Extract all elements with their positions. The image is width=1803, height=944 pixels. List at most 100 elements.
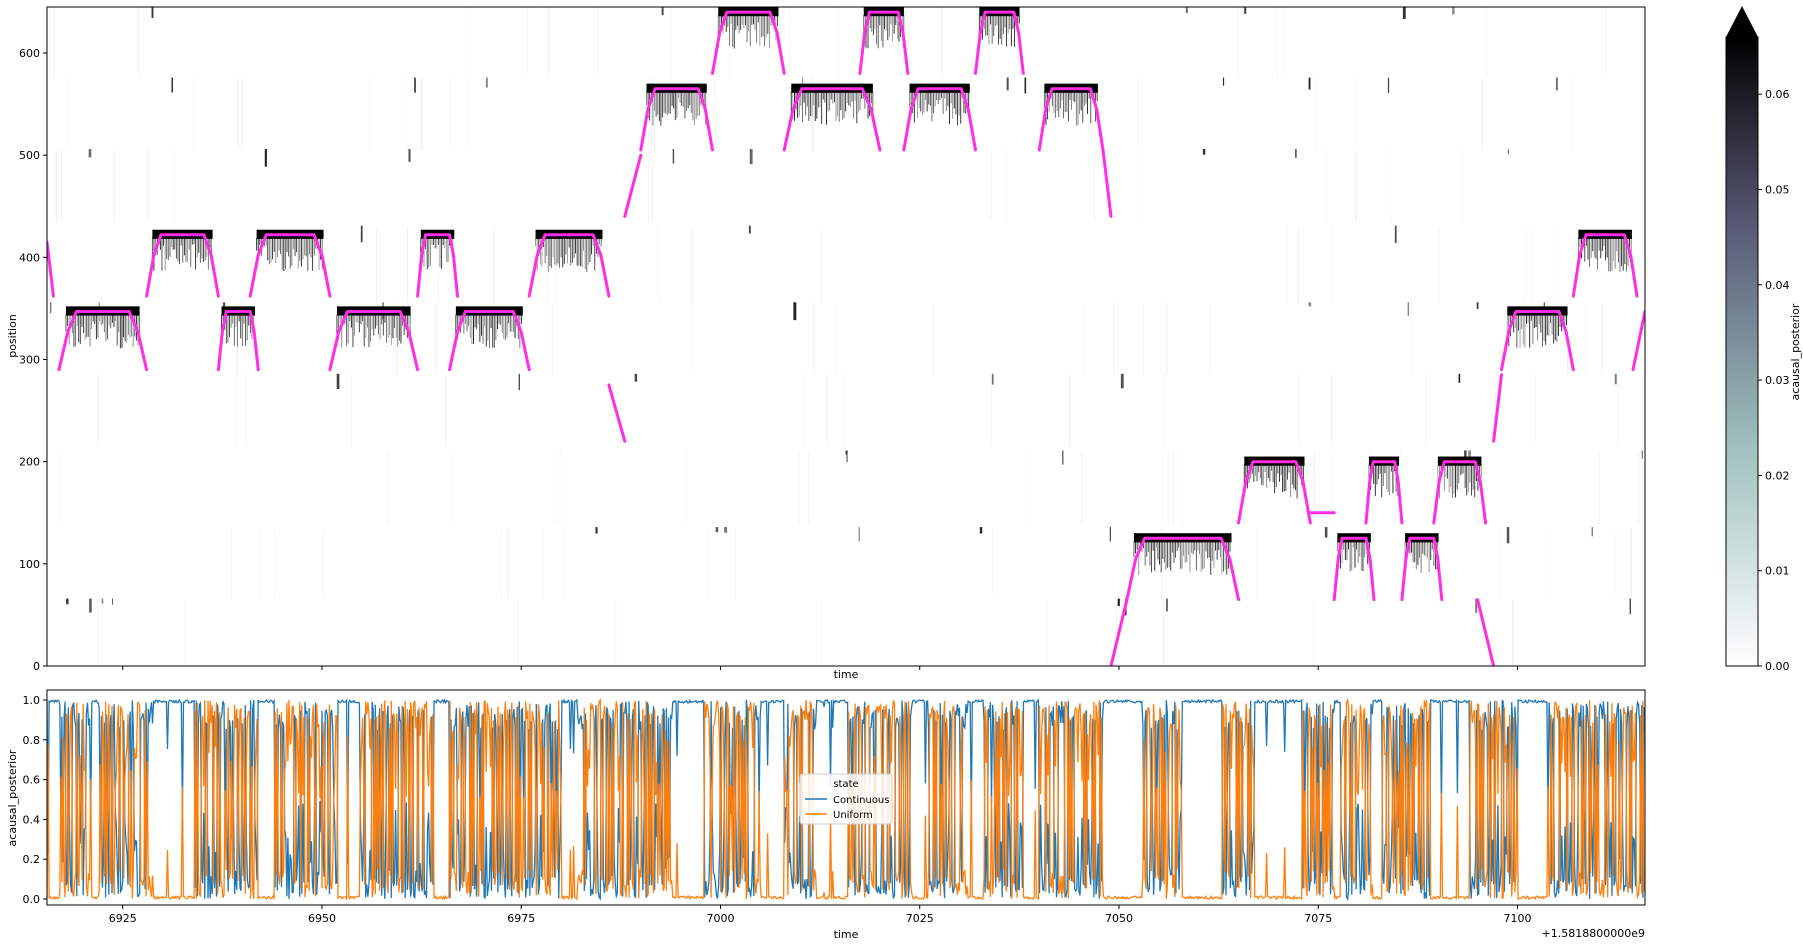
colorbar-tick-label: 0.05 — [1765, 183, 1790, 196]
posterior-streak — [234, 374, 236, 447]
trajectory-run — [623, 153, 643, 218]
posterior-streak — [1615, 528, 1617, 600]
posterior-blip — [1458, 373, 1461, 383]
colorbar-tick-label: 0.02 — [1765, 469, 1790, 482]
line-x-tick-label: 7025 — [906, 912, 934, 925]
posterior-blip — [264, 149, 267, 167]
heatmap-y-tick-label: 400 — [19, 251, 40, 264]
posterior-streak — [559, 451, 561, 523]
posterior-streak — [1286, 226, 1288, 304]
heatmap-x-ticks — [122, 666, 1518, 670]
posterior-blip — [634, 373, 638, 382]
heatmap-y-tick-label: 600 — [19, 47, 40, 60]
posterior-streak — [113, 150, 115, 222]
x-offset-label: +1.5818800000e9 — [1542, 927, 1645, 940]
posterior-streak — [241, 78, 243, 151]
posterior-streak — [1601, 303, 1603, 375]
posterior-streak — [546, 226, 548, 304]
posterior-streak — [1137, 78, 1138, 151]
posterior-streak — [245, 374, 247, 447]
posterior-streak — [1438, 226, 1440, 304]
posterior-streak — [449, 78, 451, 151]
posterior-streak — [1069, 374, 1071, 447]
posterior-streak — [708, 528, 710, 600]
legend-label-uniform: Uniform — [833, 810, 873, 821]
posterior-streak — [97, 374, 99, 447]
posterior-streak — [58, 451, 60, 523]
posterior-blip — [595, 527, 598, 534]
posterior-streak — [1325, 150, 1327, 222]
trajectory-overlay — [47, 7, 1645, 666]
posterior-streak — [1534, 374, 1536, 447]
posterior-streak — [598, 7, 599, 79]
posterior-streak — [1166, 303, 1168, 375]
posterior-blip — [1506, 527, 1510, 544]
posterior-streak — [507, 528, 509, 600]
posterior-streak — [807, 451, 809, 523]
posterior-streak — [820, 226, 822, 304]
trajectory-run — [47, 240, 55, 298]
posterior-blip — [101, 598, 104, 604]
posterior-streak — [518, 599, 519, 666]
trajectory-run — [1332, 536, 1376, 602]
trajectory-run — [1037, 87, 1105, 152]
posterior-streak — [1571, 78, 1573, 151]
posterior-blip — [1394, 225, 1397, 244]
posterior-blip — [1185, 7, 1188, 14]
posterior-blip — [98, 302, 100, 308]
posterior-blip — [1324, 527, 1328, 538]
posterior-blip — [414, 77, 416, 93]
posterior-blip — [1591, 527, 1594, 537]
posterior-streak — [1524, 226, 1526, 304]
posterior-streak — [1630, 528, 1632, 600]
posterior-streak — [1555, 226, 1557, 304]
posterior-streak — [1143, 303, 1144, 375]
heatmap-y-tick-label: 500 — [19, 149, 40, 162]
trajectory-run — [1432, 460, 1488, 525]
posterior-streak — [407, 226, 408, 304]
posterior-streak — [820, 599, 822, 666]
posterior-streak — [1116, 599, 1118, 666]
posterior-streak — [445, 374, 447, 447]
trajectory-run — [858, 10, 910, 75]
trajectory-run — [1101, 148, 1113, 218]
colorbar-tick-label: 0.00 — [1765, 660, 1790, 673]
posterior-streak — [1606, 7, 1608, 79]
posterior-blip — [1407, 302, 1410, 316]
colorbar: 0.00 0.01 0.02 0.03 0.04 0.05 0.06 acausal_pos… — [1725, 6, 1802, 673]
posterior-streak — [548, 7, 549, 79]
series-continuous — [47, 698, 1645, 902]
legend-title: state — [833, 779, 858, 790]
heatmap-y-tick-label: 0 — [33, 660, 40, 673]
posterior-streak — [652, 150, 653, 222]
posterior-streak — [563, 528, 565, 600]
posterior-streak — [56, 150, 57, 222]
line-y-label: acausal_posterior — [6, 749, 19, 846]
posterior-blip — [1464, 450, 1467, 463]
line-frame — [46, 689, 1646, 906]
posterior-streak — [670, 7, 672, 79]
posterior-streak — [1163, 374, 1164, 447]
posterior-streak — [527, 7, 529, 79]
posterior-blip — [1641, 450, 1643, 459]
posterior-blip — [979, 527, 983, 534]
trajectory-run — [448, 310, 531, 372]
posterior-blip — [408, 149, 411, 162]
posterior-blip — [360, 225, 363, 243]
posterior-streak — [438, 226, 439, 304]
posterior-streak — [452, 451, 453, 523]
posterior-streak — [1209, 303, 1211, 375]
line-x-tick-label: 7050 — [1105, 912, 1133, 925]
legend: state Continuous Uniform — [799, 773, 893, 825]
posterior-streak — [1332, 226, 1334, 304]
colorbar-label: acausal_posterior — [1789, 303, 1802, 400]
posterior-streak — [260, 528, 262, 600]
trajectory-run — [527, 233, 611, 298]
colorbar-extend-arrow — [1726, 6, 1758, 37]
posterior-streak — [1161, 528, 1163, 600]
posterior-streak — [685, 451, 687, 523]
posterior-streak — [554, 226, 556, 304]
posterior-streak — [657, 226, 659, 304]
posterior-blip — [1222, 77, 1225, 86]
